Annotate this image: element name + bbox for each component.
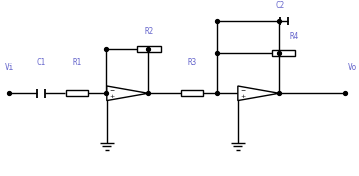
Text: C1: C1: [37, 58, 46, 67]
Text: −: −: [109, 88, 115, 93]
Bar: [66, 90, 88, 96]
Text: R3: R3: [187, 58, 197, 67]
Text: +: +: [240, 94, 246, 99]
Polygon shape: [107, 86, 148, 100]
Text: Vo: Vo: [348, 63, 358, 72]
Text: R2: R2: [144, 27, 154, 36]
Text: R4: R4: [290, 32, 299, 41]
Bar: [272, 50, 295, 56]
Bar: [137, 46, 161, 52]
Text: +: +: [109, 94, 115, 99]
Text: R1: R1: [73, 58, 82, 67]
Text: C2: C2: [275, 1, 285, 10]
Text: Vi: Vi: [5, 63, 14, 72]
Text: −: −: [240, 88, 246, 93]
Polygon shape: [238, 86, 279, 100]
Bar: [181, 90, 203, 96]
